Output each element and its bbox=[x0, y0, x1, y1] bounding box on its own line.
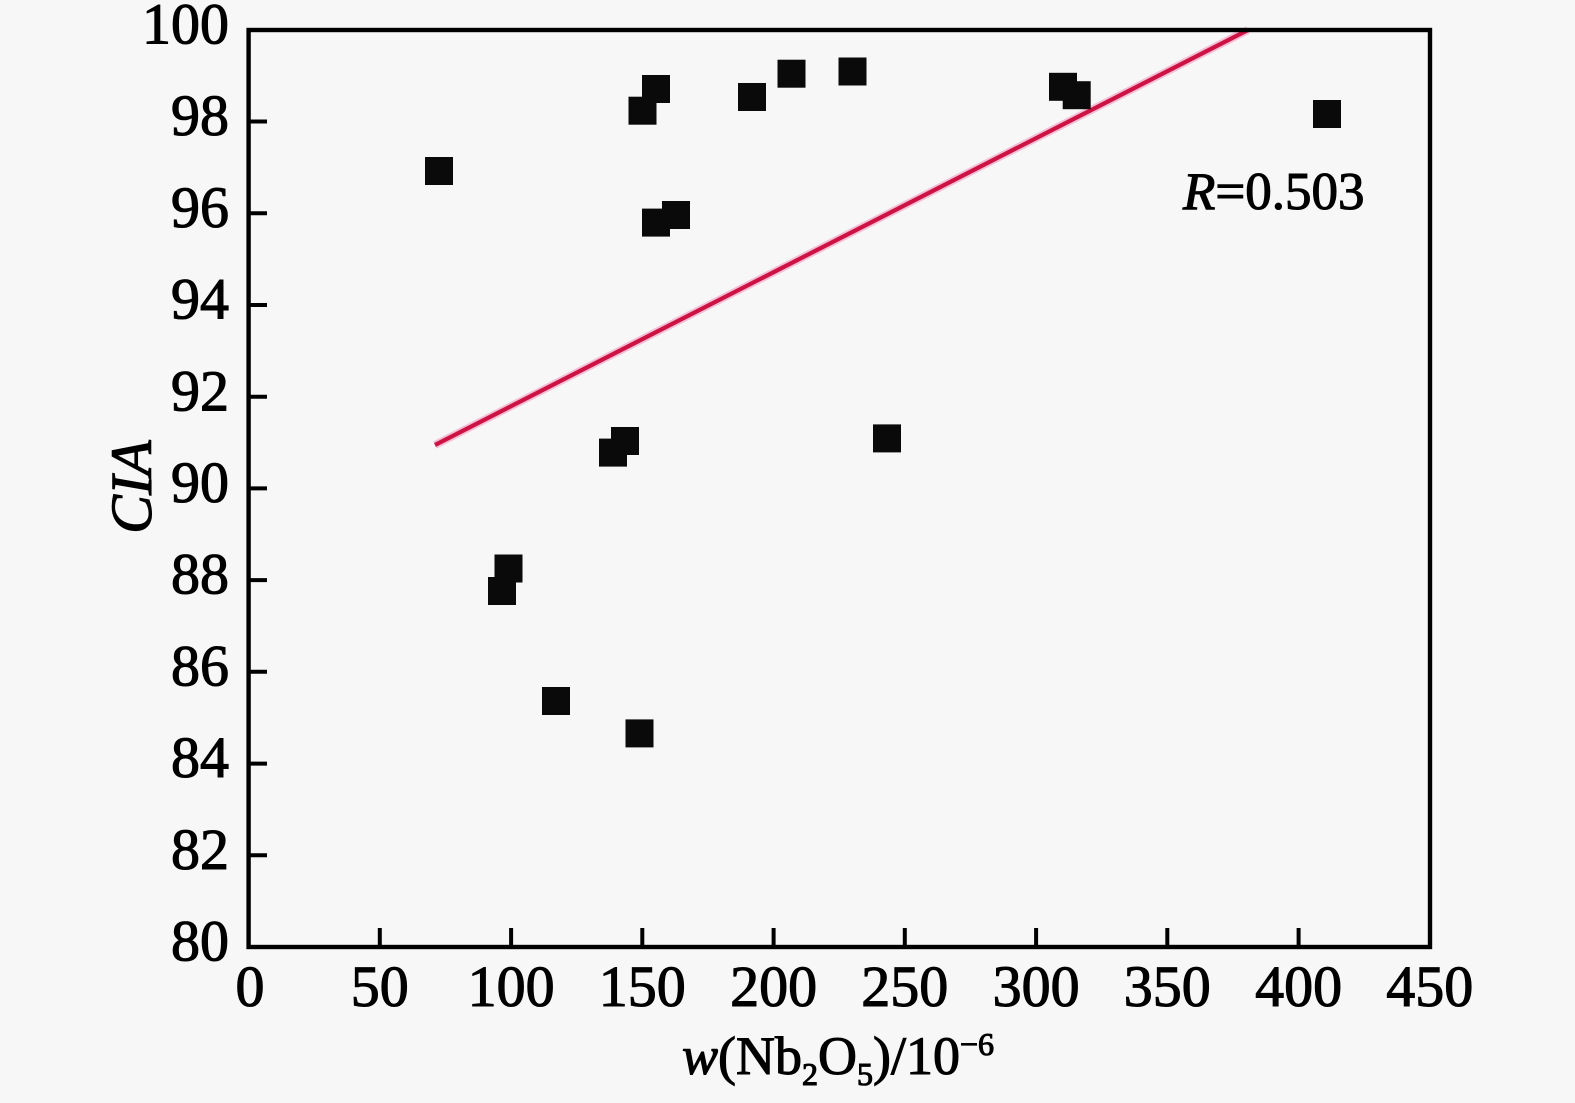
svg-text:98: 98 bbox=[171, 83, 229, 148]
svg-text:100: 100 bbox=[142, 0, 229, 57]
svg-text:82: 82 bbox=[171, 817, 229, 882]
svg-text:R=0.503: R=0.503 bbox=[1182, 163, 1365, 221]
svg-text:w(Nb2O5)/10−6: w(Nb2O5)/10−6 bbox=[682, 1026, 994, 1092]
svg-text:92: 92 bbox=[171, 358, 229, 423]
svg-text:86: 86 bbox=[171, 633, 229, 698]
svg-text:100: 100 bbox=[468, 954, 555, 1019]
svg-text:250: 250 bbox=[861, 954, 948, 1019]
svg-text:50: 50 bbox=[351, 954, 409, 1019]
svg-text:96: 96 bbox=[171, 175, 229, 240]
svg-text:84: 84 bbox=[171, 725, 229, 790]
svg-text:94: 94 bbox=[171, 267, 229, 332]
svg-text:200: 200 bbox=[730, 954, 817, 1019]
svg-text:0: 0 bbox=[236, 954, 265, 1019]
svg-text:400: 400 bbox=[1255, 954, 1342, 1019]
svg-text:88: 88 bbox=[171, 542, 229, 607]
svg-text:80: 80 bbox=[171, 909, 229, 974]
svg-text:CIA: CIA bbox=[99, 440, 164, 534]
svg-text:300: 300 bbox=[993, 954, 1080, 1019]
svg-text:150: 150 bbox=[599, 954, 686, 1019]
svg-text:350: 350 bbox=[1124, 954, 1211, 1019]
svg-text:90: 90 bbox=[171, 450, 229, 515]
svg-text:450: 450 bbox=[1386, 954, 1473, 1019]
